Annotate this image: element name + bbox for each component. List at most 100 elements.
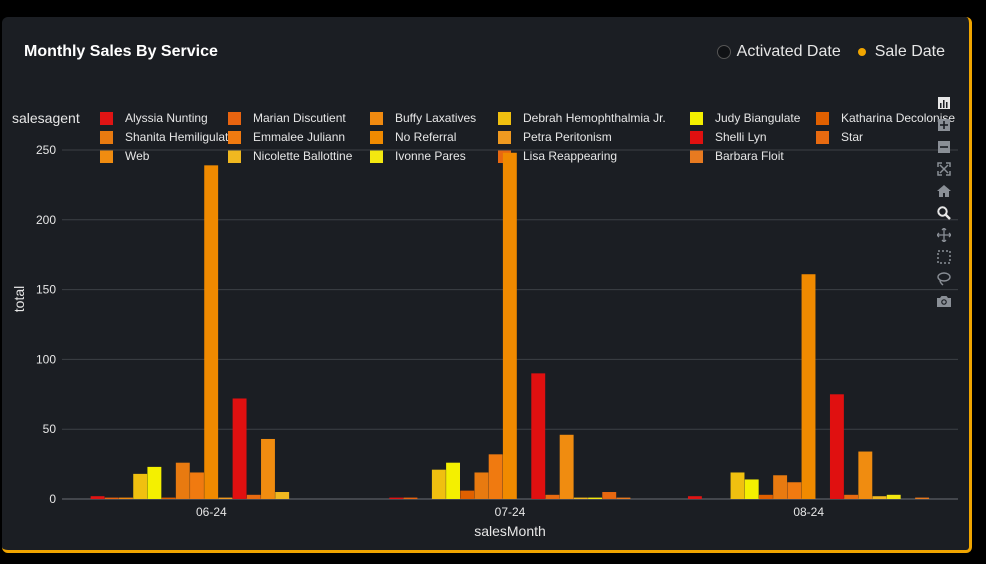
legend-item[interactable]: Petra Peritonism xyxy=(498,130,612,144)
activated-date-label: Activated Date xyxy=(736,43,841,60)
legend-swatch xyxy=(816,130,829,144)
legend-label: Buffy Laxatives xyxy=(395,111,477,125)
pan-icon[interactable] xyxy=(936,227,952,243)
box-select-icon[interactable] xyxy=(936,249,952,265)
legend-item[interactable]: Judy Biangulate xyxy=(690,111,800,125)
chart-title: Monthly Sales By Service xyxy=(24,43,218,60)
y-tick-label: 0 xyxy=(49,492,56,506)
bar xyxy=(90,496,105,499)
legend-label: Web xyxy=(125,149,150,163)
legend-item[interactable]: Emmalee Juliann xyxy=(228,130,345,144)
bar xyxy=(829,394,844,499)
legend-item[interactable]: Shanita Hemiligulate xyxy=(100,130,235,144)
legend-label: Ivonne Pares xyxy=(395,149,466,163)
radio-selected-icon[interactable] xyxy=(854,45,869,59)
bar xyxy=(389,497,404,499)
date-type-radio-group[interactable]: Activated Date Sale Date xyxy=(716,43,945,61)
bar xyxy=(758,494,773,499)
bar xyxy=(403,497,418,499)
bar xyxy=(744,479,759,499)
bar xyxy=(602,492,617,499)
legend-label: Lisa Reappearing xyxy=(523,149,618,163)
bar xyxy=(474,472,489,499)
legend-item[interactable]: Star xyxy=(816,130,863,144)
bar xyxy=(787,482,802,499)
autoscale-icon[interactable] xyxy=(936,161,952,177)
y-tick-label: 100 xyxy=(36,352,56,366)
bar xyxy=(119,497,133,499)
legend-swatch xyxy=(228,130,241,144)
bar xyxy=(104,497,119,499)
legend-item[interactable]: No Referral xyxy=(370,130,456,144)
camera-icon[interactable] xyxy=(936,293,952,309)
bar xyxy=(545,494,560,499)
legend-label: No Referral xyxy=(395,130,457,144)
zoom-out-icon[interactable] xyxy=(936,139,952,155)
bar xyxy=(161,497,176,499)
bar xyxy=(730,472,745,499)
bar-chart: 0 50 100 150 200 250 06-24 07-24 08-24 salesMonth… xyxy=(11,143,958,539)
radio-unselected-icon[interactable] xyxy=(716,45,731,59)
legend-label: Judy Biangulate xyxy=(715,111,801,125)
bar xyxy=(275,492,290,499)
bar xyxy=(801,274,816,499)
legend-item[interactable]: Barbara Floit xyxy=(690,149,784,163)
legend-swatch xyxy=(370,130,383,144)
zoom-icon[interactable] xyxy=(936,205,952,221)
x-tick-label: 07-24 xyxy=(495,505,526,519)
legend-swatch xyxy=(228,149,241,163)
bar xyxy=(773,475,788,499)
bar xyxy=(531,373,546,499)
legend-label: Shelli Lyn xyxy=(715,130,767,144)
sale-date-label: Sale Date xyxy=(874,43,945,60)
legend-swatch xyxy=(370,111,383,125)
legend-swatch xyxy=(100,130,113,144)
x-axis-title: salesMonth xyxy=(474,523,546,539)
legend-swatch xyxy=(498,130,511,144)
zoom-in-icon[interactable] xyxy=(936,117,952,133)
bar xyxy=(844,494,859,499)
legend-label: Katharina Decolonise xyxy=(841,111,956,125)
legend-swatch xyxy=(100,149,113,163)
legend-item[interactable]: Alyssia Nunting xyxy=(100,111,208,125)
bar xyxy=(431,469,446,499)
legend-item[interactable]: Debrah Hemophthalmia Jr. xyxy=(498,111,666,125)
bar xyxy=(190,472,204,499)
bar xyxy=(133,473,148,499)
legend-item[interactable]: Ivonne Pares xyxy=(370,149,466,163)
legend-item[interactable]: Nicolette Ballottine xyxy=(228,149,352,163)
legend-label: Shanita Hemiligulate xyxy=(125,130,236,144)
legend-label: Barbara Floit xyxy=(715,149,784,163)
legend-title: salesagent xyxy=(12,110,80,126)
x-tick-label: 06-24 xyxy=(196,505,227,519)
lasso-icon[interactable] xyxy=(936,271,952,287)
legend-label: Petra Peritonism xyxy=(523,130,612,144)
legend-swatch xyxy=(228,111,241,125)
legend-label: Emmalee Juliann xyxy=(253,130,346,144)
modebar xyxy=(936,95,954,315)
x-tick-label: 08-24 xyxy=(793,505,824,519)
activated-date-radio[interactable]: Activated Date xyxy=(716,43,841,61)
bar xyxy=(204,165,219,499)
sale-date-radio[interactable]: Sale Date xyxy=(854,43,945,61)
legend-item[interactable]: Shelli Lyn xyxy=(690,130,767,144)
legend-swatch xyxy=(498,111,511,125)
y-tick-label: 250 xyxy=(36,143,56,157)
legend-label: Star xyxy=(841,130,864,144)
bar xyxy=(616,497,631,499)
bar-chart-icon[interactable] xyxy=(936,95,952,111)
legend-swatch xyxy=(816,111,829,125)
y-tick-label: 200 xyxy=(36,213,56,227)
legend-item[interactable]: Marian Discutient xyxy=(228,111,346,125)
bar xyxy=(588,497,602,499)
y-axis-title: total xyxy=(11,286,27,312)
bar xyxy=(872,496,887,499)
bar xyxy=(559,434,574,499)
chart-card: Monthly Sales By Service Activated Date … xyxy=(2,17,972,553)
legend-item[interactable]: Katharina Decolonise xyxy=(816,111,955,125)
legend-item[interactable]: Web xyxy=(100,149,149,163)
legend-item[interactable]: Buffy Laxatives xyxy=(370,111,476,125)
home-icon[interactable] xyxy=(936,183,952,199)
legend-label: Nicolette Ballottine xyxy=(253,149,353,163)
legend-swatch xyxy=(370,149,383,163)
